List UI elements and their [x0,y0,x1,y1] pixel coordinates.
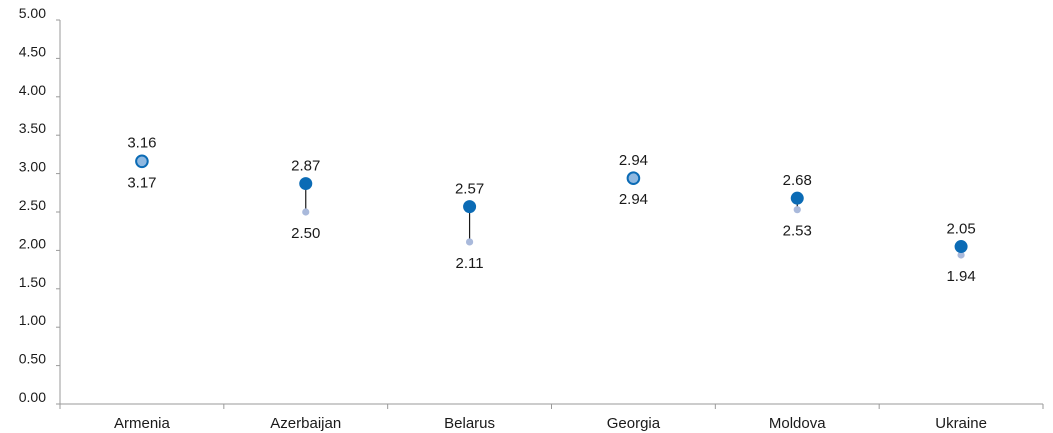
data-points [135,154,968,259]
y-tick-label: 0.00 [19,389,46,405]
y-tick-label: 3.00 [19,159,46,175]
data-label-bottom: 2.94 [619,191,648,208]
data-label-top: 2.87 [291,158,320,175]
x-category-label: Armenia [114,415,171,432]
primary-point [954,240,968,254]
primary-point [626,171,641,186]
x-category-label: Georgia [607,415,661,432]
y-tick-label: 5.00 [19,5,46,21]
y-tick-label: 4.50 [19,43,46,59]
primary-point [299,177,313,191]
data-label-top: 2.57 [455,181,484,198]
data-label-bottom: 2.53 [783,223,812,240]
data-label-bottom: 3.17 [127,174,156,191]
data-label-top: 3.16 [127,135,156,152]
y-tick-label: 2.00 [19,235,46,251]
data-label-bottom: 2.50 [291,225,320,242]
y-tick-label: 1.50 [19,274,46,290]
data-labels: 3.16 3.17 2.87 2.50 2.57 2.11 2.94 2.94 2.68 2.53… [127,135,975,285]
y-tick-label: 0.50 [19,351,46,367]
primary-point [463,200,477,214]
y-tick-label: 3.50 [19,120,46,136]
data-label-top: 2.68 [783,172,812,189]
connectors [141,160,962,256]
primary-point [790,191,804,205]
x-category-label: Azerbaijan [270,415,341,432]
y-axis: 0.00 0.50 1.00 1.50 2.00 2.50 3.00 3.50 4.00 4.50… [19,5,61,405]
data-label-top: 2.94 [619,152,648,169]
x-category-label: Ukraine [935,415,987,432]
x-category-label: Belarus [444,415,495,432]
data-label-bottom: 1.94 [946,268,975,285]
y-tick-label: 4.00 [19,82,46,98]
data-label-bottom: 2.11 [456,255,484,272]
y-tick-label: 2.50 [19,197,46,213]
secondary-point [465,238,474,246]
y-tick-label: 1.00 [19,312,46,328]
x-axis: Armenia Azerbaijan Belarus Georgia Moldova Uk… [59,403,1044,432]
x-category-label: Moldova [769,415,826,432]
secondary-point [957,251,965,259]
secondary-point [302,208,310,216]
secondary-point [793,206,801,214]
data-label-top: 2.05 [946,221,975,238]
primary-point [135,154,149,169]
